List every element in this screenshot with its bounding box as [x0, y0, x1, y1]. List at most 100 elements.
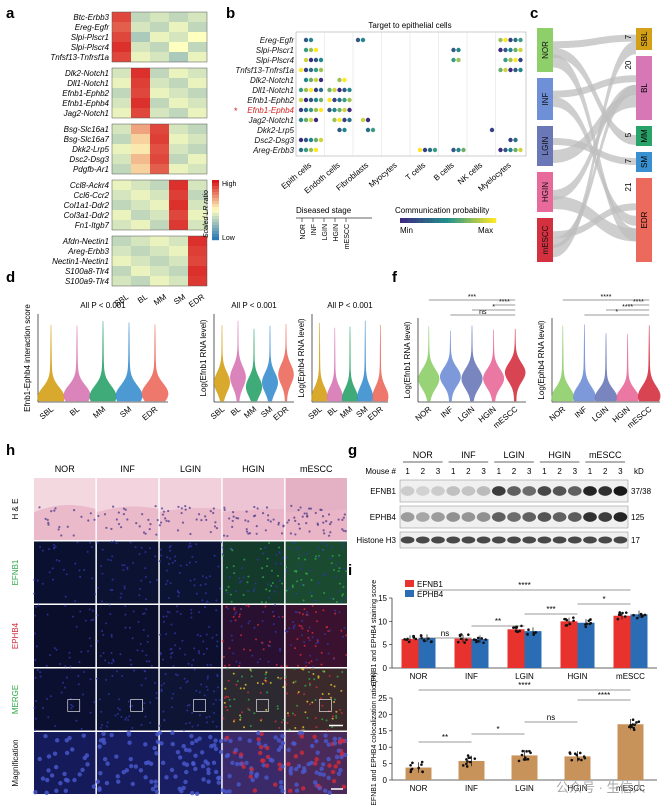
if-signal [92, 618, 95, 621]
if-signal [47, 716, 50, 719]
if-signal [199, 584, 202, 587]
he-nucleus [167, 509, 170, 513]
if-signal [261, 682, 264, 685]
if-signal [105, 761, 110, 766]
blot-lane-label: 2 [603, 467, 608, 476]
heatmap-cell [112, 52, 131, 62]
if-signal [101, 731, 106, 737]
if-signal [314, 555, 317, 558]
if-signal [278, 744, 284, 750]
dotplot-point [508, 47, 513, 53]
if-signal [337, 570, 340, 573]
if-signal [249, 770, 254, 775]
if-signal [238, 665, 241, 668]
if-signal [243, 687, 246, 690]
data-point [476, 636, 480, 640]
panel-b-dotplot: Target to epithelial cellsEreg-EgfrSlpi-… [234, 21, 527, 249]
he-nucleus [301, 515, 304, 518]
he-nucleus [343, 513, 346, 516]
if-signal [302, 599, 305, 602]
heatmap-cell [188, 68, 207, 78]
if-signal [191, 761, 196, 767]
he-nucleus [282, 525, 285, 528]
if-signal [311, 636, 314, 639]
if-signal [298, 624, 301, 627]
violin-shape [311, 322, 328, 402]
blot-band [613, 486, 628, 496]
histology-tile [159, 541, 222, 604]
if-signal [179, 647, 182, 650]
if-signal [77, 683, 80, 686]
if-signal [261, 620, 264, 623]
bar-y-tick-label: 10 [378, 743, 387, 752]
data-point [463, 641, 467, 644]
dotplot-frame [295, 31, 527, 157]
he-nucleus [277, 523, 280, 526]
if-signal [139, 643, 142, 646]
blot-size-label: 37/38 [631, 487, 652, 496]
data-point [484, 638, 487, 641]
if-signal [224, 789, 229, 795]
violin-shape [141, 324, 169, 402]
if-signal [279, 784, 284, 790]
if-signal [133, 669, 136, 672]
if-signal [287, 788, 293, 794]
blot-band [461, 486, 476, 496]
if-signal [196, 633, 199, 636]
if-signal [323, 733, 328, 738]
if-signal [322, 574, 325, 577]
if-signal [301, 786, 306, 791]
sankey-right-label: EDR [640, 211, 649, 228]
if-signal [177, 595, 180, 598]
he-nucleus [103, 513, 107, 516]
if-signal [155, 697, 158, 700]
histology-row-label: Magnification [11, 739, 20, 786]
if-signal [169, 652, 172, 655]
heatmap-cell [188, 236, 207, 246]
colorbar-segment [212, 237, 219, 241]
if-signal [320, 663, 323, 666]
blot-lane-label: 3 [573, 467, 578, 476]
if-signal [280, 721, 283, 724]
if-signal [205, 761, 211, 766]
dotplot-point [498, 37, 503, 43]
heatmap-cell [112, 190, 131, 200]
bar-category-label: HGIN [568, 672, 588, 681]
heatmap-cell [131, 124, 150, 134]
if-signal [158, 724, 161, 727]
he-nucleus [297, 522, 300, 526]
if-signal [293, 754, 299, 759]
data-point [466, 760, 469, 763]
heatmap-cell [150, 190, 169, 200]
if-signal [196, 724, 199, 727]
he-nucleus [306, 515, 309, 518]
if-signal [37, 756, 42, 762]
if-signal [101, 629, 104, 632]
heatmap-cell [188, 220, 207, 230]
if-signal [286, 569, 289, 572]
if-signal [207, 601, 210, 604]
heatmap-group-border [111, 179, 208, 231]
if-signal [174, 559, 177, 562]
he-nucleus [305, 522, 308, 525]
if-signal [212, 702, 215, 705]
if-signal [205, 716, 208, 719]
if-signal [143, 775, 148, 780]
heatmap-cell [131, 68, 150, 78]
heatmap-cell [112, 42, 131, 52]
if-signal [293, 766, 299, 772]
if-signal [213, 769, 219, 775]
if-signal [200, 764, 206, 769]
he-nucleus [322, 529, 325, 532]
if-signal [154, 555, 157, 558]
if-signal [97, 744, 102, 749]
dotplot-point [327, 107, 332, 113]
blot-band [537, 486, 552, 496]
if-signal [220, 541, 223, 544]
if-signal [91, 577, 94, 580]
bar-y-label: EFNB1 and EPHB4 colocalization ratio (%) [371, 672, 378, 805]
histology-tile [285, 541, 347, 604]
if-signal [262, 576, 265, 579]
if-signal [208, 575, 211, 578]
